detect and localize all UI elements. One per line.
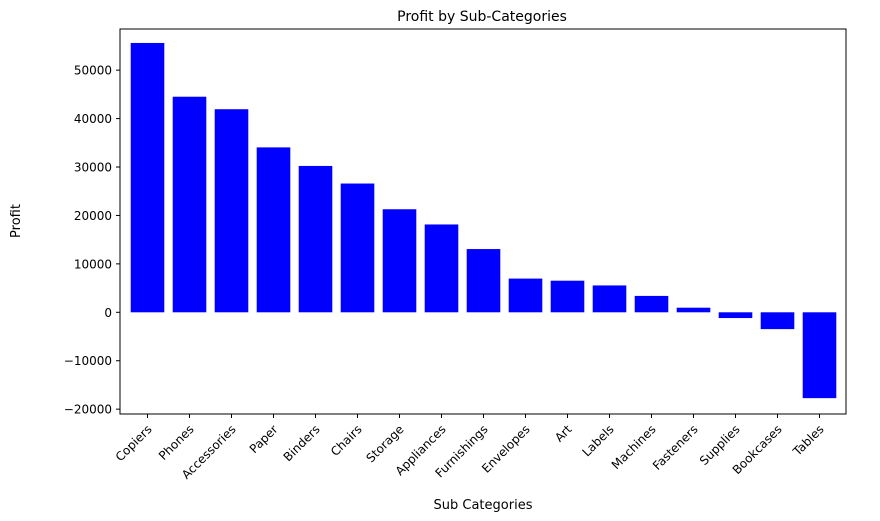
- bar-accessories: [214, 109, 249, 313]
- x-tick-label-tables: Tables: [790, 422, 827, 459]
- x-tick-label-chairs: Chairs: [328, 422, 365, 459]
- bar-bookcases: [760, 312, 795, 330]
- bar-phones: [172, 96, 207, 313]
- y-axis: −20000 −10000 0 10000 20000 30000 40000 50000: [64, 64, 120, 417]
- bar-storage: [382, 209, 417, 313]
- bar-appliances: [424, 224, 459, 313]
- x-tick-label-phones: Phones: [156, 422, 197, 463]
- x-tick-label-binders: Binders: [281, 422, 323, 464]
- bar-envelopes: [508, 278, 543, 313]
- y-axis-label: Profit: [9, 204, 24, 238]
- bar-chairs: [340, 183, 375, 313]
- bars-group: [130, 42, 837, 399]
- y-tick-label: 20000: [74, 209, 112, 223]
- x-tick-label-copiers: Copiers: [113, 422, 155, 464]
- bar-binders: [298, 165, 333, 313]
- y-tick-label: 10000: [74, 257, 112, 271]
- x-tick-label-labels: Labels: [579, 422, 616, 459]
- bar-art: [550, 280, 585, 313]
- y-tick-label: −20000: [64, 403, 112, 417]
- y-tick-label: 40000: [74, 112, 112, 126]
- x-tick-label-storage: Storage: [364, 422, 407, 465]
- x-tick-label-paper: Paper: [247, 422, 281, 456]
- bar-tables: [802, 312, 837, 399]
- bar-furnishings: [466, 249, 501, 313]
- x-tick-label-fasteners: Fasteners: [650, 422, 701, 473]
- bar-machines: [634, 295, 669, 313]
- bar-fasteners: [676, 307, 711, 313]
- x-tick-label-art: Art: [552, 422, 575, 445]
- x-axis-label: Sub Categories: [434, 498, 533, 513]
- bar-supplies: [718, 312, 753, 319]
- y-tick-label: 30000: [74, 161, 112, 175]
- bar-labels: [592, 285, 627, 313]
- chart-title: Profit by Sub-Categories: [397, 9, 567, 25]
- bar-copiers: [130, 42, 165, 313]
- y-tick-label: −10000: [64, 354, 112, 368]
- bar-paper: [256, 147, 291, 313]
- y-tick-label: 0: [104, 306, 112, 320]
- y-tick-label: 50000: [74, 64, 112, 78]
